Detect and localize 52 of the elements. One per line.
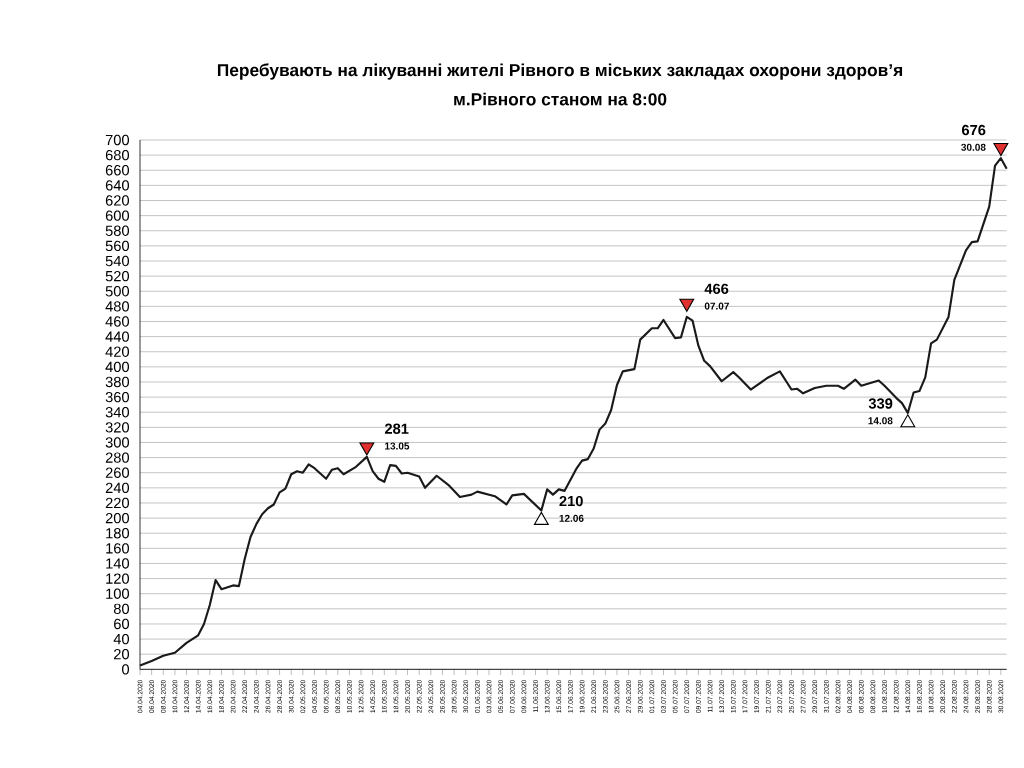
y-tick-label: 300 xyxy=(105,437,130,448)
y-tick-label: 220 xyxy=(105,497,130,509)
y-tick-label: 20 xyxy=(114,649,130,660)
y-tick-label: 260 xyxy=(105,467,130,478)
y-tick-label: 540 xyxy=(105,255,130,267)
annotation: 30.08 xyxy=(961,143,986,151)
point xyxy=(533,511,549,525)
y-tick-label: 680 xyxy=(105,149,130,161)
y-tick-label: 640 xyxy=(105,180,130,191)
chart-subtitle: м.Рівного станом на 8:00 xyxy=(454,92,667,106)
annotation: 12.06 xyxy=(559,514,584,522)
annotation: 339 xyxy=(868,398,893,409)
point xyxy=(993,143,1009,157)
annotation: 466 xyxy=(704,283,729,295)
y-tick-label: 480 xyxy=(105,301,130,312)
y-tick-label: 180 xyxy=(106,528,130,539)
y-tick-label: 340 xyxy=(105,407,130,418)
y-tick-label: 360 xyxy=(105,391,130,403)
y-tick-label: 60 xyxy=(114,618,130,630)
y-tick-label: 600 xyxy=(105,210,130,221)
y-tick-label: 660 xyxy=(105,165,130,176)
y-tick-label: 420 xyxy=(105,346,130,357)
y-tick-label: 100 xyxy=(106,588,130,599)
annotation: 281 xyxy=(384,423,409,434)
y-tick-label: 700 xyxy=(105,134,130,146)
point xyxy=(679,298,695,312)
annotation: 210 xyxy=(559,495,583,507)
y-tick-label: 200 xyxy=(105,512,130,524)
y-tick-label: 620 xyxy=(105,195,130,206)
y-tick-label: 400 xyxy=(105,361,130,373)
y-tick-label: 580 xyxy=(105,225,130,236)
annotation: 13.05 xyxy=(385,442,410,450)
y-tick-label: 140 xyxy=(106,558,130,569)
y-tick-label: 240 xyxy=(105,482,130,494)
y-tick-label: 560 xyxy=(105,240,130,252)
chart-title: Перебувають на лікуванні жителі Рівного в міських закладах охорони здоров’я xyxy=(217,63,903,80)
y-tick-label: 40 xyxy=(113,633,130,645)
point xyxy=(900,414,916,428)
y-tick-label: 160 xyxy=(106,543,130,554)
y-tick-label: 280 xyxy=(105,452,130,463)
y-tick-label: 0 xyxy=(122,664,130,675)
annotation: 07.07 xyxy=(704,302,729,310)
y-tick-label: 500 xyxy=(105,286,130,297)
y-tick-label: 440 xyxy=(105,331,130,342)
y-tick-label: 120 xyxy=(106,573,130,584)
y-tick-label: 380 xyxy=(105,376,130,388)
annotation: 676 xyxy=(962,124,986,136)
annotation: 14.08 xyxy=(868,417,893,425)
y-tick-label: 520 xyxy=(105,270,130,282)
y-tick-label: 460 xyxy=(105,316,130,327)
y-tick-label: 80 xyxy=(113,603,130,615)
y-tick-label: 320 xyxy=(105,422,130,433)
